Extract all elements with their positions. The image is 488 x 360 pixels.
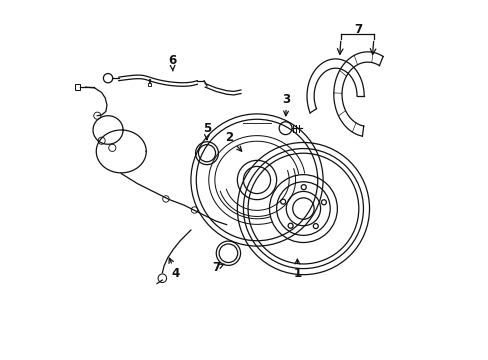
Text: 2: 2 — [225, 131, 241, 151]
Text: 5: 5 — [203, 122, 211, 139]
Bar — [75, 84, 80, 90]
Text: 1: 1 — [293, 259, 301, 280]
Text: 4: 4 — [169, 258, 180, 280]
Text: 3: 3 — [282, 93, 290, 116]
Text: 7: 7 — [354, 23, 362, 36]
Bar — [148, 83, 151, 86]
Text: 6: 6 — [168, 54, 176, 71]
Text: 7: 7 — [211, 261, 224, 274]
